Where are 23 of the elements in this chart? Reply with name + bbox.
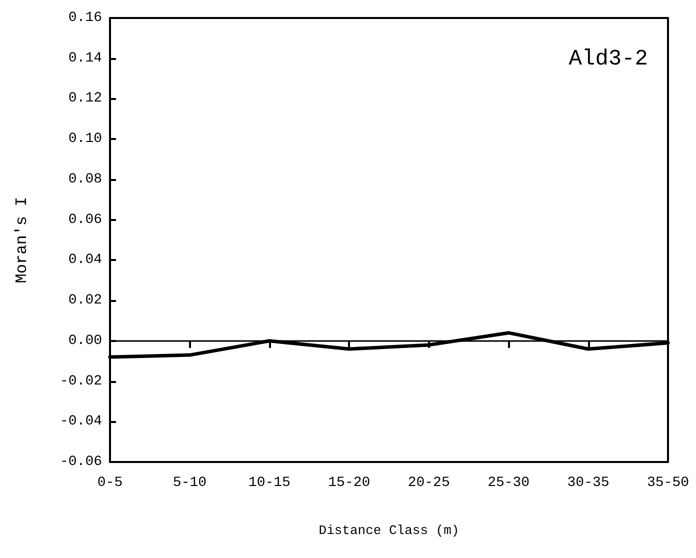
x-tick-label: 30-35 [567,475,610,491]
y-tick-label: 0.14 [68,50,102,66]
y-tick-label: 0.16 [68,10,102,26]
y-tick-label: 0.02 [68,292,102,309]
x-tick-label: 10-15 [248,475,290,491]
y-tick-label: 0.08 [68,171,102,188]
x-tick-label: 25-30 [488,475,530,491]
x-tick-label: 5-10 [172,475,207,491]
y-axis-title: Moran's I [13,196,31,284]
y-tick-label: 0.00 [68,332,102,349]
x-axis-title: Distance Class (m) [318,523,460,538]
y-tick-label: -0.06 [60,454,102,470]
y-tick-label: -0.02 [60,373,102,390]
y-tick-label: 0.12 [68,90,102,107]
x-tick-label: 35-50 [646,475,690,491]
y-tick-label: 0.10 [68,131,102,148]
x-tick-label: 0-5 [97,475,123,491]
y-tick-label: 0.06 [68,212,102,228]
x-tick-label: 15-20 [328,475,370,491]
x-tick-label: 20-25 [408,475,450,491]
y-tick-label: 0.04 [68,252,102,268]
annotation: Ald3-2 [568,46,648,72]
y-tick-label: -0.04 [60,414,102,430]
